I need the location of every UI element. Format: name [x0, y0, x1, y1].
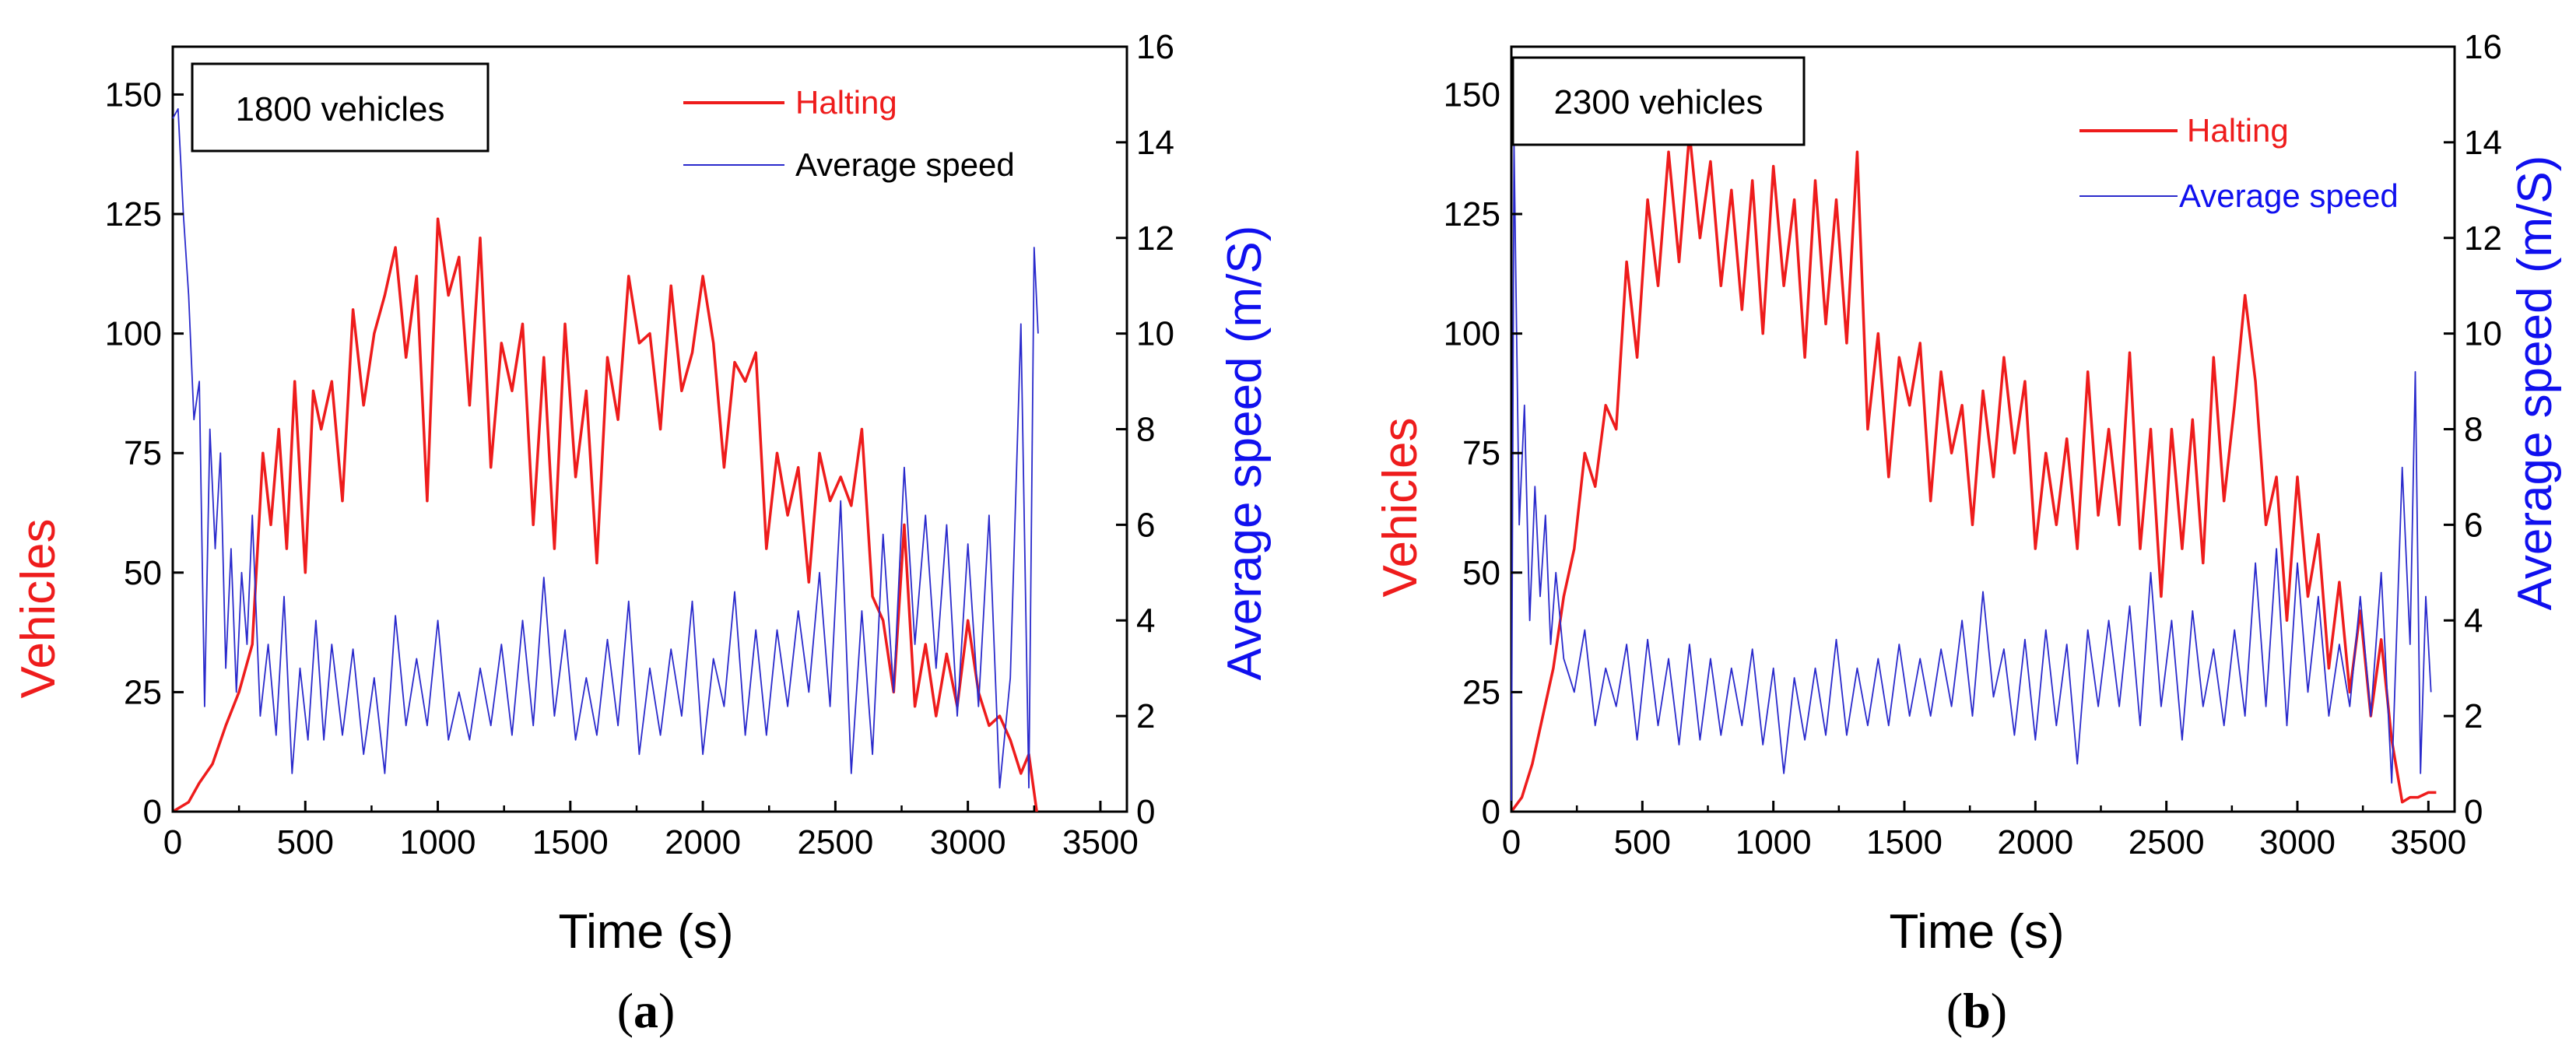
panel-b-x-tick-label: 2000 — [1997, 823, 2073, 861]
panel-b-caption: (b) — [1946, 983, 2007, 1038]
panel-a-caption-close: ) — [658, 983, 675, 1038]
panel-a-y2-tick-label: 12 — [1136, 219, 1174, 258]
panel-b-y-ticks: 0 25 50 75 100 125 150 — [1444, 75, 1522, 831]
panel-a-caption-letter: a — [633, 983, 658, 1038]
panel-b-y2-tick-label: 0 — [2464, 793, 2483, 831]
panel-b: 0 500 1000 1500 2000 2500 3000 3500 02550751001… — [1374, 28, 2562, 1038]
panel-b-legend-halting-label: Halting — [2187, 112, 2289, 149]
panel-b-halting-series — [1510, 131, 2437, 813]
panel-b-x-tick-label: 2500 — [2129, 823, 2205, 861]
panel-a-legend: Halting Average speed — [683, 84, 1015, 183]
panel-a-x-tick-label: 0 — [163, 823, 182, 861]
panel-b-legend-speed-label: Average speed — [2179, 177, 2399, 214]
panel-b-average-speed-line — [1511, 141, 2432, 812]
panel-a-y-tick-label: 75 — [124, 434, 162, 472]
panel-a-y2-ticks: 0 2 4 6 8 10 12 14 16 — [1116, 28, 1174, 831]
panel-a-y-tick-label: 50 — [124, 554, 162, 592]
panel-a-x-tick-label: 1500 — [532, 823, 609, 861]
panel-b-halting-line — [1510, 131, 2437, 813]
panel-a-speed-series — [172, 107, 1039, 789]
panel-a-x-ticks: 0 500 1000 1500 2000 2500 3000 3500 — [163, 801, 1139, 861]
panel-b-y2-tick-label: 10 — [2464, 315, 2502, 353]
panel-b-x-tick-label: 3500 — [2390, 823, 2466, 861]
panel-b-y2-ticks: 0 2 4 6 8 10 12 14 16 — [2444, 28, 2502, 831]
panel-a-y-tick-label: 0 — [143, 793, 162, 831]
panel-a-x-tick-label: 500 — [277, 823, 334, 861]
panel-a: 0 500 1000 1500 2000 2500 3000 3500 02550751001… — [12, 28, 1272, 1038]
panel-b-y-axis-title: Vehicles — [1374, 418, 1427, 598]
panel-a-x-tick-label: 2000 — [665, 823, 741, 861]
panel-b-y2-tick-label: 6 — [2464, 506, 2483, 544]
panel-b-y2-tick-label: 14 — [2464, 124, 2502, 162]
panel-a-y-axis-title: Vehicles — [12, 519, 65, 699]
panel-a-y2-tick-label: 14 — [1136, 124, 1174, 162]
panel-b-caption-letter: b — [1963, 983, 1991, 1038]
panel-a-x-tick-label: 1000 — [400, 823, 476, 861]
panel-a-halting-series — [172, 217, 1038, 813]
panel-b-x-tick-label: 0 — [1502, 823, 1521, 861]
panel-a-caption: (a) — [617, 983, 676, 1038]
panel-b-y2-tick-label: 8 — [2464, 411, 2483, 449]
panel-b-legend: Halting Average speed — [2079, 112, 2399, 214]
panel-a-y2-tick-label: 16 — [1136, 28, 1174, 66]
panel-a-legend-halting-label: Halting — [795, 84, 897, 121]
panel-b-y2-axis-title: Average speed (m/S) — [2508, 156, 2562, 611]
panel-a-x-tick-label: 2500 — [797, 823, 873, 861]
panel-b-x-tick-label: 1500 — [1866, 823, 1943, 861]
panel-a-y2-tick-label: 2 — [1136, 697, 1155, 735]
panel-a-x-tick-label: 3500 — [1062, 823, 1139, 861]
panel-b-caption-close: ) — [1991, 983, 2007, 1038]
panel-a-y2-tick-label: 6 — [1136, 506, 1155, 544]
panel-a-x-tick-label: 3000 — [930, 823, 1006, 861]
panel-b-x-tick-label: 3000 — [2259, 823, 2336, 861]
panel-a-y-tick-label: 125 — [105, 195, 162, 233]
panel-a-legend-speed-label: Average speed — [795, 146, 1015, 183]
panel-b-y2-tick-label: 16 — [2464, 28, 2502, 66]
panel-b-y2-tick-label: 2 — [2464, 697, 2483, 735]
panel-a-y-tick-label: 100 — [105, 315, 162, 353]
panel-a-y-tick-label: 150 — [105, 75, 162, 114]
panel-b-y2-tick-label: 4 — [2464, 602, 2483, 640]
panel-b-y2-tick-label: 12 — [2464, 219, 2502, 258]
panel-b-x-tick-label: 500 — [1614, 823, 1671, 861]
panel-a-halting-line — [172, 217, 1038, 813]
panel-b-plot-frame — [1510, 45, 2456, 813]
panel-b-y-tick-label: 25 — [1462, 673, 1500, 711]
panel-b-y-tick-label: 125 — [1444, 195, 1500, 233]
panel-a-y2-tick-label: 4 — [1136, 602, 1155, 640]
panel-a-inset-label-box — [191, 62, 490, 153]
panel-a-y2-axis-title: Average speed (m/S) — [1218, 226, 1272, 681]
panel-b-y-tick-label: 100 — [1444, 315, 1500, 353]
panel-b-y-tick-label: 150 — [1444, 75, 1500, 114]
panel-a-x-axis-title: Time (s) — [559, 905, 734, 959]
panel-b-inset-label: 2300 vehicles — [1553, 83, 1763, 121]
panel-a-average-speed-line — [172, 107, 1039, 789]
panel-b-y-tick-label: 50 — [1462, 554, 1500, 592]
panel-b-y-tick-label: 0 — [1482, 793, 1500, 831]
panel-a-y2-tick-label: 0 — [1136, 793, 1155, 831]
panel-a-inset-label: 1800 vehicles — [235, 90, 444, 128]
panel-a-y2-tick-label: 8 — [1136, 411, 1155, 449]
panel-b-inset-label-box — [1511, 56, 1806, 146]
panel-b-speed-series — [1511, 141, 2432, 812]
panel-a-y2-tick-label: 10 — [1136, 315, 1174, 353]
panel-b-x-axis-title: Time (s) — [1890, 905, 2065, 959]
panel-b-x-ticks: 0 500 1000 1500 2000 2500 3000 3500 — [1502, 801, 2466, 861]
panel-a-caption-open: ( — [617, 983, 633, 1038]
panel-a-y-tick-label: 25 — [124, 673, 162, 711]
panel-a-y-ticks: 0 25 50 75 100 125 150 — [105, 75, 184, 831]
panel-b-y-tick-label: 75 — [1462, 434, 1500, 472]
panel-b-x-tick-label: 1000 — [1735, 823, 1812, 861]
panel-b-caption-open: ( — [1946, 983, 1963, 1038]
